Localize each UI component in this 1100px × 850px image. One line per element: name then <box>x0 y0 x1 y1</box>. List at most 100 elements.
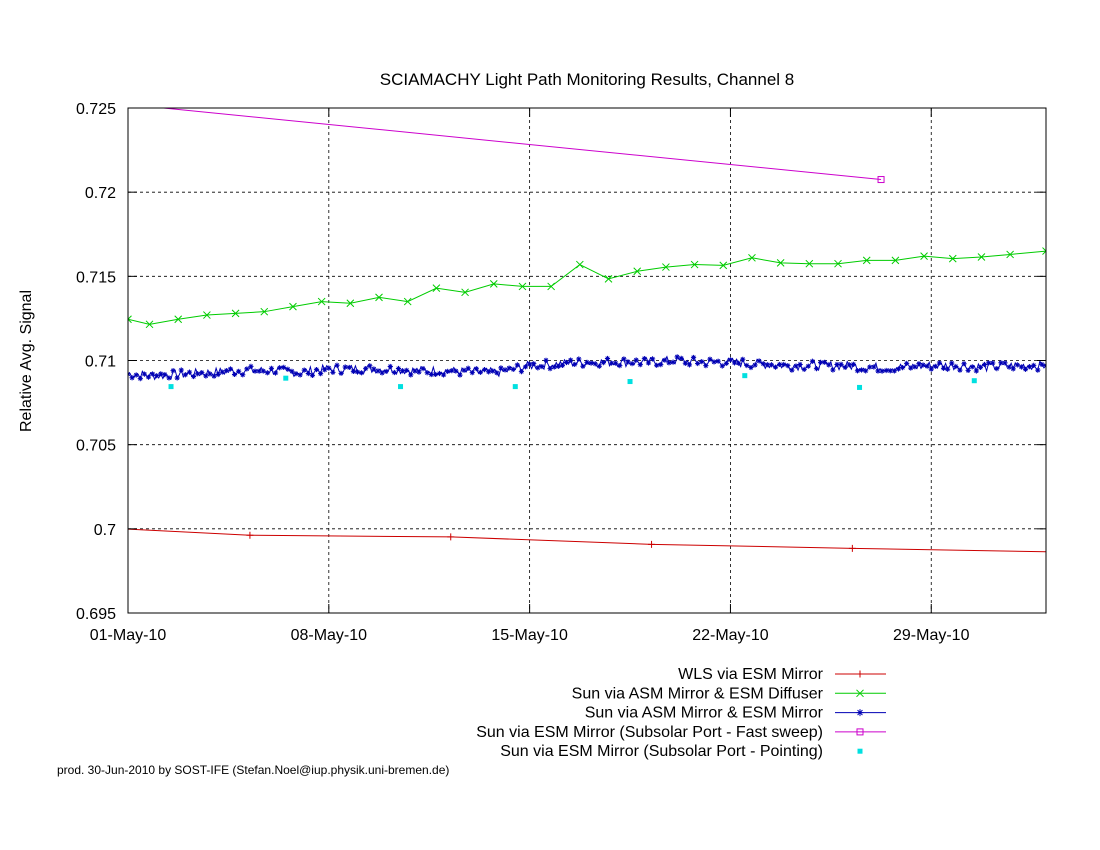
data-point <box>486 369 492 375</box>
data-point <box>379 370 385 376</box>
data-point <box>895 366 902 372</box>
data-point <box>531 361 537 367</box>
data-point <box>781 361 787 368</box>
data-point <box>449 368 455 374</box>
data-point <box>588 360 594 366</box>
data-point <box>887 368 893 374</box>
data-point <box>399 368 406 374</box>
data-point <box>752 362 758 368</box>
data-point <box>313 366 320 373</box>
data-point <box>326 365 332 371</box>
data-point <box>375 293 383 302</box>
legend-swatch-marker <box>856 670 864 678</box>
data-point <box>572 361 578 367</box>
data-point <box>174 375 180 381</box>
data-point <box>772 364 779 370</box>
data-point <box>928 366 934 372</box>
data-point <box>289 368 295 374</box>
data-point <box>580 363 586 369</box>
data-point <box>1014 362 1020 368</box>
data-point <box>875 368 881 374</box>
data-point <box>289 302 297 311</box>
data-point <box>1042 247 1046 255</box>
data-point <box>168 384 174 390</box>
data-point <box>158 371 164 377</box>
legend-swatch-marker <box>857 748 863 754</box>
data-point <box>473 366 479 372</box>
data-point <box>162 372 168 378</box>
data-point <box>346 364 352 371</box>
data-point <box>149 371 156 377</box>
data-point <box>551 364 557 370</box>
data-point <box>166 375 172 381</box>
data-point <box>575 260 584 269</box>
data-point <box>793 363 799 369</box>
data-point <box>695 360 701 367</box>
data-point <box>141 371 147 377</box>
data-point <box>932 363 938 369</box>
data-point <box>658 362 664 368</box>
data-point <box>1018 364 1025 370</box>
data-point <box>670 359 676 365</box>
data-point <box>547 282 555 291</box>
data-point <box>129 375 135 381</box>
data-point <box>891 256 900 265</box>
data-point <box>703 363 709 369</box>
data-point <box>203 311 211 319</box>
data-point <box>850 361 856 367</box>
data-point <box>133 372 139 378</box>
data-point <box>674 354 680 360</box>
data-point <box>375 368 381 374</box>
data-point <box>285 366 291 372</box>
data-point <box>264 370 270 376</box>
series-sun-via-esm-mirror-subsolar-port-pointing <box>168 373 977 390</box>
data-point <box>649 356 656 362</box>
data-point <box>760 361 766 367</box>
data-point <box>690 260 699 269</box>
data-point <box>489 280 498 288</box>
data-point <box>742 373 748 379</box>
data-point <box>522 364 529 370</box>
y-tick-label: 0.72 <box>85 185 116 202</box>
data-point <box>461 367 467 373</box>
data-point <box>854 368 861 374</box>
x-tick-label: 01-May-10 <box>90 627 167 644</box>
data-point <box>481 367 488 373</box>
data-point <box>945 366 951 372</box>
data-point <box>990 360 996 366</box>
data-point <box>797 361 803 368</box>
data-point <box>666 360 672 366</box>
data-point <box>391 369 397 376</box>
data-point <box>514 362 520 368</box>
legend: WLS via ESM Mirror Sun via ASM Mirror & E… <box>476 666 886 760</box>
data-point <box>354 369 361 375</box>
data-point <box>641 356 647 362</box>
data-point <box>1022 366 1029 372</box>
data-point <box>637 362 643 368</box>
data-point <box>539 363 545 370</box>
data-point <box>625 359 631 365</box>
data-point <box>1006 364 1012 370</box>
data-point <box>662 357 668 363</box>
data-point <box>453 368 459 374</box>
data-point <box>912 364 918 370</box>
data-point <box>608 360 615 366</box>
data-point <box>1002 360 1008 366</box>
production-credit: prod. 30-Jun-2010 by SOST-IFE (Stefan.No… <box>57 763 450 777</box>
data-point <box>490 368 496 374</box>
data-point <box>342 364 348 370</box>
data-point <box>848 544 856 552</box>
data-point <box>297 372 303 378</box>
data-point <box>977 364 984 371</box>
data-point <box>128 315 132 324</box>
data-point <box>920 252 928 260</box>
data-point <box>817 359 824 365</box>
data-point <box>512 384 518 390</box>
data-point <box>223 368 229 374</box>
data-point <box>584 359 590 365</box>
data-point <box>502 367 508 373</box>
data-point <box>231 309 240 318</box>
data-point <box>240 372 246 378</box>
data-point <box>785 363 791 369</box>
data-point <box>834 259 842 268</box>
